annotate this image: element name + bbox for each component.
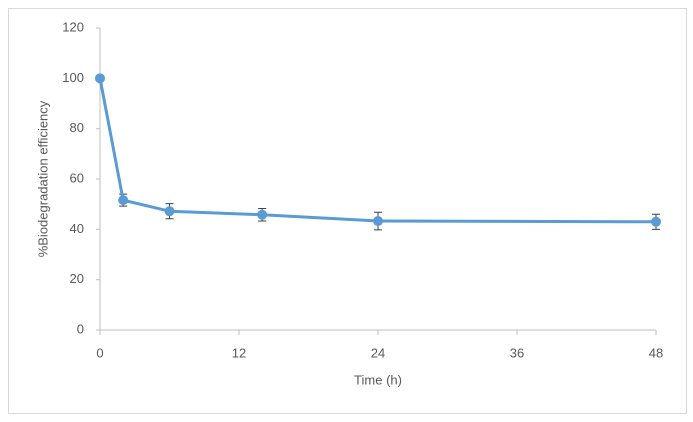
y-tick-label: 80 xyxy=(70,120,84,135)
x-tick-label: 24 xyxy=(371,345,385,360)
chart-frame xyxy=(8,8,687,414)
y-tick-label: 60 xyxy=(70,170,84,185)
data-line xyxy=(98,78,657,224)
x-tick-label: 0 xyxy=(96,345,103,360)
y-tick-label: 0 xyxy=(77,321,84,336)
y-tick-label: 100 xyxy=(62,70,84,85)
data-point xyxy=(118,195,129,206)
data-point xyxy=(373,216,383,227)
x-tick-label: 12 xyxy=(232,345,246,360)
data-point xyxy=(164,206,175,217)
y-tick-label: 120 xyxy=(62,19,84,34)
y-tick-label: 40 xyxy=(70,221,84,236)
y-tick-label: 20 xyxy=(70,271,84,286)
x-tick-label: 48 xyxy=(649,345,663,360)
x-tick-label: 36 xyxy=(510,345,524,360)
data-point xyxy=(95,73,105,84)
x-axis-label: Time (h) xyxy=(354,372,402,387)
y-axis-label: %Biodegradation efficiency xyxy=(35,100,50,257)
data-point xyxy=(651,216,661,227)
data-point xyxy=(257,209,268,220)
